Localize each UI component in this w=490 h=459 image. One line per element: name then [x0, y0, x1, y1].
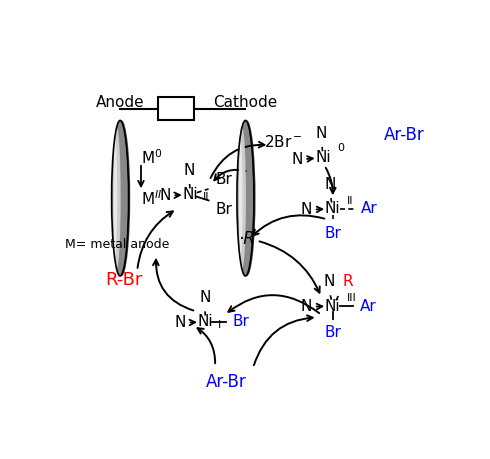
- Ellipse shape: [238, 120, 253, 276]
- Text: N: N: [300, 202, 312, 217]
- Text: II: II: [347, 196, 354, 206]
- Text: Br: Br: [215, 202, 232, 218]
- Text: Ni: Ni: [325, 202, 341, 216]
- Text: Anode: Anode: [96, 95, 145, 110]
- Text: N: N: [199, 290, 211, 305]
- Text: III: III: [347, 293, 357, 303]
- Text: Ni: Ni: [316, 150, 331, 165]
- Text: N: N: [174, 315, 186, 330]
- Text: 0: 0: [338, 143, 344, 153]
- Text: N: N: [159, 188, 171, 203]
- Ellipse shape: [113, 120, 130, 276]
- Text: N: N: [316, 126, 327, 140]
- Text: Br: Br: [324, 226, 341, 241]
- Ellipse shape: [114, 140, 117, 257]
- Text: N: N: [291, 152, 302, 167]
- Text: M$^{II}$: M$^{II}$: [141, 189, 162, 207]
- Text: Ar: Ar: [360, 298, 377, 313]
- Text: Br: Br: [324, 325, 341, 341]
- Text: N: N: [184, 163, 195, 178]
- Text: ·R: ·R: [238, 230, 255, 248]
- Text: Ni: Ni: [183, 187, 198, 202]
- Text: N: N: [324, 177, 336, 192]
- Ellipse shape: [112, 120, 128, 276]
- Ellipse shape: [239, 120, 255, 276]
- Ellipse shape: [239, 140, 243, 257]
- Text: 2Br$^-$: 2Br$^-$: [265, 134, 303, 150]
- Ellipse shape: [239, 128, 246, 268]
- Text: R: R: [342, 274, 353, 289]
- Text: Ni: Ni: [325, 298, 341, 313]
- Text: Ar-Br: Ar-Br: [384, 126, 425, 144]
- Text: N: N: [300, 299, 312, 314]
- Text: Cathode: Cathode: [213, 95, 277, 110]
- Text: N: N: [323, 274, 335, 289]
- Ellipse shape: [113, 128, 121, 268]
- Bar: [158, 97, 194, 120]
- Text: R-Br: R-Br: [105, 270, 142, 289]
- Text: Ni: Ni: [198, 314, 213, 330]
- Text: M= metal anode: M= metal anode: [65, 238, 170, 251]
- Text: I: I: [218, 320, 221, 330]
- Text: Br: Br: [215, 172, 232, 187]
- Text: Ar-Br: Ar-Br: [206, 373, 247, 391]
- Text: M$^0$: M$^0$: [141, 148, 163, 167]
- Text: Ar: Ar: [361, 202, 378, 216]
- Text: Br: Br: [233, 314, 250, 330]
- Text: II: II: [203, 192, 209, 202]
